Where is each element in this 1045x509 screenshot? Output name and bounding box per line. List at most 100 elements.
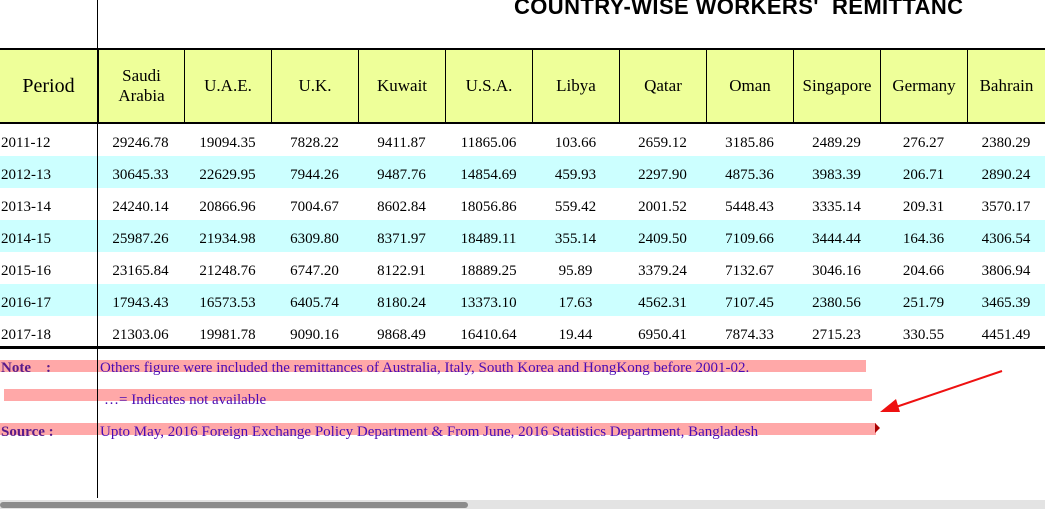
value-cell-libya: 103.66 [554, 135, 597, 151]
table-row: 2012-13 30645.33 22629.95 7944.26 9487.76 148… [0, 156, 1045, 188]
source-text: Upto May, 2016 Foreign Exchange Policy D… [100, 424, 759, 440]
value-cell-qatar: 2659.12 [638, 135, 687, 151]
value-cell-saudi-arabia: 30645.33 [112, 167, 169, 183]
period-cell: 2015-16 [1, 263, 51, 279]
value-cell-germany: 164.36 [902, 231, 945, 247]
value-cell-singapore: 3046.16 [812, 263, 861, 279]
value-cell-germany: 206.71 [902, 167, 945, 183]
value-cell-bahrain: 3465.39 [981, 295, 1031, 311]
value-cell-libya: 17.63 [558, 295, 593, 311]
table-row: 2013-14 24240.14 20866.96 7004.67 8602.84 180… [0, 188, 1045, 220]
column-header-oman: Oman [706, 50, 793, 122]
value-cell-oman: 5448.43 [725, 199, 774, 215]
value-cell-kuwait: 9487.76 [377, 167, 426, 183]
value-cell-u-a-e: 20866.96 [199, 199, 256, 215]
value-cell-kuwait: 8180.24 [377, 295, 426, 311]
value-cell-qatar: 4562.31 [638, 295, 687, 311]
value-cell-u-a-e: 21248.76 [199, 263, 256, 279]
value-cell-u-a-e: 22629.95 [199, 167, 256, 183]
value-cell-kuwait: 9411.87 [377, 135, 426, 151]
period-cell: 2017-18 [1, 327, 51, 343]
value-cell-singapore: 3335.14 [812, 199, 861, 215]
value-cell-saudi-arabia: 24240.14 [112, 199, 169, 215]
table-header: Period Saudi Arabia U.A.E. U.K. Kuwait U.S.A. L… [0, 48, 1045, 124]
column-header-u-s-a: U.S.A. [445, 50, 532, 122]
value-cell-kuwait: 8371.97 [377, 231, 426, 247]
column-header-singapore: Singapore [793, 50, 880, 122]
value-cell-u-s-a: 18889.25 [460, 263, 517, 279]
column-header-saudi-arabia: Saudi Arabia [97, 50, 184, 122]
horizontal-scrollbar-thumb[interactable] [0, 502, 468, 508]
value-cell-saudi-arabia: 25987.26 [112, 231, 169, 247]
value-cell-oman: 4875.36 [725, 167, 774, 183]
value-cell-bahrain: 4451.49 [981, 327, 1031, 343]
source-highlight [0, 423, 876, 435]
value-cell-oman: 7874.33 [725, 327, 774, 343]
value-cell-u-k: 7004.67 [290, 199, 339, 215]
value-cell-u-s-a: 16410.64 [460, 327, 517, 343]
table-row: 2014-15 25987.26 21934.98 6309.80 8371.97 184… [0, 220, 1045, 252]
value-cell-u-k: 6405.74 [290, 295, 339, 311]
horizontal-scrollbar[interactable] [0, 500, 1045, 509]
table-row: 2015-16 23165.84 21248.76 6747.20 8122.91 188… [0, 252, 1045, 284]
value-cell-qatar: 6950.41 [638, 327, 687, 343]
period-cell: 2016-17 [1, 295, 51, 311]
value-cell-u-k: 6747.20 [290, 263, 339, 279]
value-cell-libya: 355.14 [554, 231, 597, 247]
value-cell-germany: 209.31 [902, 199, 945, 215]
value-cell-germany: 251.79 [902, 295, 945, 311]
column-header-kuwait: Kuwait [358, 50, 445, 122]
value-cell-kuwait: 9868.49 [377, 327, 426, 343]
value-cell-u-k: 7944.26 [290, 167, 339, 183]
value-cell-qatar: 2409.50 [638, 231, 687, 247]
value-cell-singapore: 2380.56 [812, 295, 861, 311]
value-cell-germany: 204.66 [902, 263, 945, 279]
value-cell-saudi-arabia: 17943.43 [112, 295, 169, 311]
na-highlight [4, 389, 872, 401]
value-cell-u-k: 9090.16 [290, 327, 339, 343]
source-label: Source : [1, 424, 54, 440]
period-cell: 2011-12 [1, 135, 51, 151]
value-cell-u-s-a: 14854.69 [460, 167, 517, 183]
value-cell-oman: 7109.66 [725, 231, 774, 247]
value-cell-u-a-e: 19981.78 [199, 327, 256, 343]
value-cell-bahrain: 2890.24 [981, 167, 1031, 183]
value-cell-saudi-arabia: 23165.84 [112, 263, 169, 279]
page-title: COUNTRY-WISE WORKERS' REMITTANC [514, 0, 964, 19]
value-cell-libya: 19.44 [558, 327, 593, 343]
value-cell-kuwait: 8122.91 [377, 263, 426, 279]
value-cell-u-s-a: 11865.06 [460, 135, 517, 151]
column-header-libya: Libya [532, 50, 619, 122]
note-text: Others figure were included the remittan… [100, 360, 750, 376]
table-row: 2017-18 21303.06 19981.78 9090.16 9868.49 164… [0, 316, 1045, 348]
value-cell-bahrain: 4306.54 [981, 231, 1031, 247]
value-cell-bahrain: 2380.29 [981, 135, 1031, 151]
value-cell-saudi-arabia: 21303.06 [112, 327, 169, 343]
value-cell-saudi-arabia: 29246.78 [112, 135, 169, 151]
value-cell-singapore: 3983.39 [812, 167, 861, 183]
value-cell-singapore: 3444.44 [812, 231, 861, 247]
value-cell-u-k: 6309.80 [290, 231, 339, 247]
value-cell-bahrain: 3570.17 [981, 199, 1031, 215]
column-header-germany: Germany [880, 50, 967, 122]
value-cell-u-s-a: 18056.86 [460, 199, 517, 215]
value-cell-libya: 459.93 [554, 167, 597, 183]
period-cell: 2013-14 [1, 199, 51, 215]
value-cell-germany: 330.55 [902, 327, 945, 343]
value-cell-qatar: 2297.90 [638, 167, 687, 183]
not-available-legend: …= Indicates not available [104, 392, 267, 408]
note-label: Note : [1, 360, 51, 376]
note-highlight [0, 360, 866, 372]
value-cell-qatar: 3379.24 [638, 263, 687, 279]
period-column-divider [97, 0, 98, 498]
value-cell-u-a-e: 19094.35 [199, 135, 256, 151]
column-header-period: Period [22, 75, 75, 97]
value-cell-oman: 7132.67 [725, 263, 774, 279]
value-cell-singapore: 2715.23 [812, 327, 861, 343]
period-cell: 2012-13 [1, 167, 51, 183]
table-row: 2016-17 17943.43 16573.53 6405.74 8180.24 133… [0, 284, 1045, 316]
column-header-qatar: Qatar [619, 50, 706, 122]
value-cell-u-a-e: 21934.98 [199, 231, 256, 247]
